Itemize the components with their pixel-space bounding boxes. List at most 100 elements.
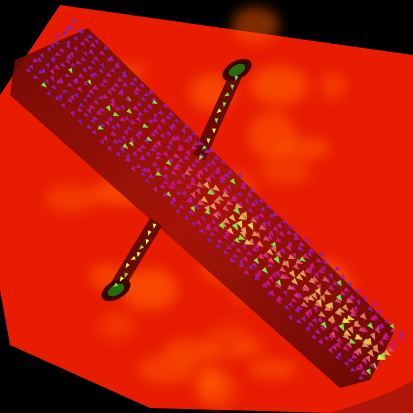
velocity-vector xyxy=(99,82,106,87)
velocity-vector xyxy=(114,63,121,68)
velocity-vector xyxy=(136,147,143,153)
velocity-vector xyxy=(216,195,225,201)
velocity-vector xyxy=(397,335,404,342)
velocity-vector xyxy=(246,250,253,256)
velocity-vector xyxy=(320,265,326,272)
velocity-vector xyxy=(365,368,371,376)
velocity-vector xyxy=(227,169,234,175)
velocity-vector xyxy=(100,62,104,69)
velocity-vector xyxy=(288,224,294,230)
velocity-vector xyxy=(229,178,236,185)
velocity-vector xyxy=(229,257,236,263)
velocity-vector xyxy=(233,206,241,215)
velocity-vector xyxy=(350,367,356,372)
velocity-vector xyxy=(32,74,39,79)
velocity-vector xyxy=(188,209,195,215)
velocity-vector xyxy=(353,321,362,327)
velocity-vector xyxy=(356,347,363,355)
velocity-vector xyxy=(367,305,373,312)
velocity-vector xyxy=(139,244,144,250)
velocity-vector xyxy=(147,118,153,125)
velocity-vector xyxy=(336,280,342,287)
velocity-vector xyxy=(241,244,247,251)
velocity-vector xyxy=(367,322,374,330)
velocity-vector xyxy=(346,297,354,303)
velocity-vector xyxy=(304,310,310,318)
velocity-vector xyxy=(244,239,253,245)
velocity-vector xyxy=(340,290,347,296)
velocity-vector xyxy=(209,202,217,211)
velocity-vector xyxy=(205,225,212,231)
velocity-vector xyxy=(303,295,309,304)
velocity-vector xyxy=(275,297,282,304)
velocity-vector xyxy=(369,362,376,369)
velocity-vector xyxy=(58,77,64,84)
velocity-vector xyxy=(281,260,290,266)
velocity-vector xyxy=(152,143,159,149)
velocity-vector xyxy=(339,273,346,280)
velocity-vector xyxy=(49,68,55,75)
velocity-vector xyxy=(32,58,39,63)
velocity-vector xyxy=(359,313,367,320)
velocity-vector xyxy=(190,191,196,199)
velocity-vector xyxy=(65,58,71,65)
velocity-vector xyxy=(102,135,108,142)
velocity-vector xyxy=(145,167,151,174)
velocity-vector xyxy=(284,304,290,311)
velocity-vector xyxy=(169,200,174,206)
velocity-vector xyxy=(168,184,176,190)
velocity-vector xyxy=(249,187,256,193)
velocity-vector xyxy=(342,317,351,323)
velocity-vector xyxy=(292,232,298,238)
velocity-vector xyxy=(193,141,201,146)
velocity-vector xyxy=(117,138,123,144)
velocity-vector xyxy=(312,305,318,313)
velocity-vector xyxy=(155,140,161,148)
velocity-vector xyxy=(162,150,169,158)
velocity-vector xyxy=(92,84,99,91)
velocity-vector xyxy=(80,56,87,61)
velocity-vector xyxy=(175,162,182,168)
velocity-vector xyxy=(139,156,146,161)
velocity-vector xyxy=(334,297,342,304)
velocity-vector xyxy=(268,230,274,237)
velocity-vector xyxy=(254,272,260,280)
velocity-vector xyxy=(185,197,193,204)
velocity-vector xyxy=(346,314,355,321)
velocity-vector xyxy=(170,135,178,141)
pressure-hotspot xyxy=(247,358,298,380)
velocity-vector xyxy=(61,30,67,36)
velocity-vector xyxy=(54,64,60,70)
velocity-vector xyxy=(250,216,258,224)
velocity-vector xyxy=(256,240,264,248)
velocity-vector xyxy=(113,282,119,287)
velocity-vector xyxy=(123,129,128,136)
velocity-vector xyxy=(376,354,386,360)
velocity-vector xyxy=(137,111,144,117)
velocity-vector xyxy=(314,329,321,335)
velocity-vector xyxy=(202,166,209,173)
velocity-vector xyxy=(181,190,187,197)
velocity-vector xyxy=(68,24,74,31)
velocity-vector xyxy=(60,103,66,109)
velocity-vector xyxy=(185,149,191,157)
velocity-vector xyxy=(147,230,152,236)
velocity-vector xyxy=(135,163,142,169)
velocity-vector xyxy=(92,115,99,120)
velocity-vector xyxy=(328,273,333,280)
velocity-vector xyxy=(287,284,295,290)
velocity-vector xyxy=(165,114,172,119)
velocity-vector xyxy=(184,215,190,220)
velocity-vector xyxy=(222,205,230,212)
velocity-vector xyxy=(299,256,306,262)
velocity-vector xyxy=(205,176,211,184)
outer-tube-edge xyxy=(330,380,413,413)
velocity-vector xyxy=(263,235,271,241)
velocity-vector xyxy=(148,89,154,95)
velocity-vector xyxy=(267,291,273,296)
velocity-vector xyxy=(274,270,281,277)
velocity-vector xyxy=(90,118,96,124)
velocity-vector xyxy=(122,143,129,149)
velocity-vector xyxy=(191,221,196,227)
velocity-vector xyxy=(109,101,116,108)
